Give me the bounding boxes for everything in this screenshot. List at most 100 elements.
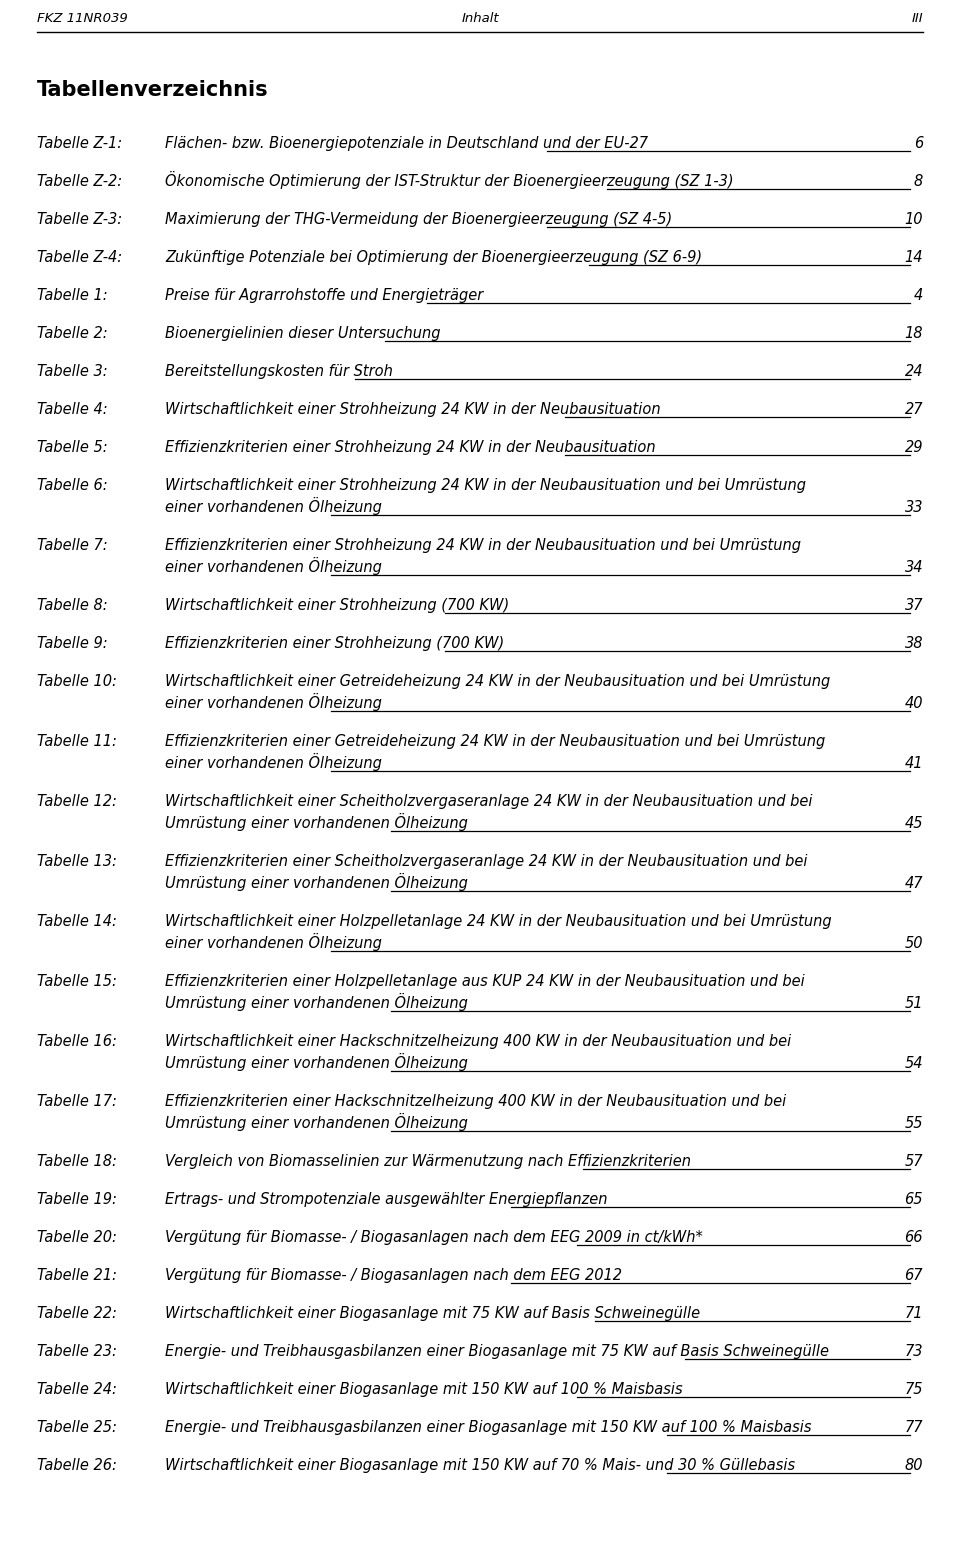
- Text: einer vorhandenen Ölheizung: einer vorhandenen Ölheizung: [165, 753, 382, 770]
- Text: Umrüstung einer vorhandenen Ölheizung: Umrüstung einer vorhandenen Ölheizung: [165, 812, 468, 831]
- Text: 57: 57: [904, 1154, 923, 1169]
- Text: Tabelle 6:: Tabelle 6:: [37, 478, 108, 492]
- Text: 66: 66: [904, 1230, 923, 1246]
- Text: Preise für Agrarrohstoffe und Energieträger: Preise für Agrarrohstoffe und Energieträ…: [165, 287, 483, 303]
- Text: Ertrags- und Strompotenziale ausgewählter Energiepflanzen: Ertrags- und Strompotenziale ausgewählte…: [165, 1193, 608, 1207]
- Text: Tabelle 2:: Tabelle 2:: [37, 326, 108, 342]
- Text: Tabelle Z-3:: Tabelle Z-3:: [37, 213, 122, 227]
- Text: Tabelle 10:: Tabelle 10:: [37, 674, 117, 690]
- Text: Maximierung der THG-Vermeidung der Bioenergieerzeugung (SZ 4-5): Maximierung der THG-Vermeidung der Bioen…: [165, 213, 672, 227]
- Text: 77: 77: [904, 1419, 923, 1435]
- Text: 67: 67: [904, 1267, 923, 1283]
- Text: 50: 50: [904, 936, 923, 950]
- Text: Tabelle 8:: Tabelle 8:: [37, 598, 108, 613]
- Text: Vergleich von Biomasselinien zur Wärmenutzung nach Effizienzkriterien: Vergleich von Biomasselinien zur Wärmenu…: [165, 1154, 691, 1169]
- Text: Wirtschaftlichkeit einer Strohheizung 24 KW in der Neubausituation: Wirtschaftlichkeit einer Strohheizung 24…: [165, 402, 660, 418]
- Text: 34: 34: [904, 561, 923, 575]
- Text: Tabelle 9:: Tabelle 9:: [37, 637, 108, 651]
- Text: Effizienzkriterien einer Strohheizung (700 KW): Effizienzkriterien einer Strohheizung (7…: [165, 637, 504, 651]
- Text: 27: 27: [904, 402, 923, 418]
- Text: III: III: [911, 11, 923, 25]
- Text: 8: 8: [914, 174, 923, 189]
- Text: Wirtschaftlichkeit einer Biogasanlage mit 150 KW auf 70 % Mais- und 30 % Gülleba: Wirtschaftlichkeit einer Biogasanlage mi…: [165, 1458, 795, 1472]
- Text: Effizienzkriterien einer Hackschnitzelheizung 400 KW in der Neubausituation und : Effizienzkriterien einer Hackschnitzelhe…: [165, 1093, 786, 1109]
- Text: Tabelle 22:: Tabelle 22:: [37, 1306, 117, 1322]
- Text: 37: 37: [904, 598, 923, 613]
- Text: Tabelle 17:: Tabelle 17:: [37, 1093, 117, 1109]
- Text: Effizienzkriterien einer Holzpelletanlage aus KUP 24 KW in der Neubausituation u: Effizienzkriterien einer Holzpelletanlag…: [165, 974, 804, 989]
- Text: 47: 47: [904, 876, 923, 891]
- Text: Tabelle 16:: Tabelle 16:: [37, 1034, 117, 1048]
- Text: einer vorhandenen Ölheizung: einer vorhandenen Ölheizung: [165, 558, 382, 575]
- Text: Tabellenverzeichnis: Tabellenverzeichnis: [37, 81, 269, 99]
- Text: einer vorhandenen Ölheizung: einer vorhandenen Ölheizung: [165, 693, 382, 711]
- Text: Tabelle 4:: Tabelle 4:: [37, 402, 108, 418]
- Text: 65: 65: [904, 1193, 923, 1207]
- Text: Wirtschaftlichkeit einer Biogasanlage mit 75 KW auf Basis Schweinegülle: Wirtschaftlichkeit einer Biogasanlage mi…: [165, 1306, 700, 1322]
- Text: Wirtschaftlichkeit einer Holzpelletanlage 24 KW in der Neubausituation und bei U: Wirtschaftlichkeit einer Holzpelletanlag…: [165, 915, 831, 929]
- Text: einer vorhandenen Ölheizung: einer vorhandenen Ölheizung: [165, 933, 382, 950]
- Text: Tabelle 3:: Tabelle 3:: [37, 363, 108, 379]
- Text: 41: 41: [904, 756, 923, 770]
- Text: Umrüstung einer vorhandenen Ölheizung: Umrüstung einer vorhandenen Ölheizung: [165, 1053, 468, 1072]
- Text: Wirtschaftlichkeit einer Scheitholzvergaseranlage 24 KW in der Neubausituation u: Wirtschaftlichkeit einer Scheitholzverga…: [165, 794, 812, 809]
- Text: 18: 18: [904, 326, 923, 342]
- Text: Vergütung für Biomasse- / Biogasanlagen nach dem EEG 2012: Vergütung für Biomasse- / Biogasanlagen …: [165, 1267, 622, 1283]
- Text: Umrüstung einer vorhandenen Ölheizung: Umrüstung einer vorhandenen Ölheizung: [165, 873, 468, 891]
- Text: Tabelle 21:: Tabelle 21:: [37, 1267, 117, 1283]
- Text: Umrüstung einer vorhandenen Ölheizung: Umrüstung einer vorhandenen Ölheizung: [165, 1114, 468, 1131]
- Text: Wirtschaftlichkeit einer Strohheizung 24 KW in der Neubausituation und bei Umrüs: Wirtschaftlichkeit einer Strohheizung 24…: [165, 478, 806, 492]
- Text: Tabelle 14:: Tabelle 14:: [37, 915, 117, 929]
- Text: Tabelle 7:: Tabelle 7:: [37, 537, 108, 553]
- Text: Zukünftige Potenziale bei Optimierung der Bioenergieerzeugung (SZ 6-9): Zukünftige Potenziale bei Optimierung de…: [165, 250, 702, 266]
- Text: Energie- und Treibhausgasbilanzen einer Biogasanlage mit 75 KW auf Basis Schwein: Energie- und Treibhausgasbilanzen einer …: [165, 1343, 829, 1359]
- Text: Tabelle 12:: Tabelle 12:: [37, 794, 117, 809]
- Text: Tabelle 26:: Tabelle 26:: [37, 1458, 117, 1472]
- Text: Tabelle 18:: Tabelle 18:: [37, 1154, 117, 1169]
- Text: Bioenergielinien dieser Untersuchung: Bioenergielinien dieser Untersuchung: [165, 326, 441, 342]
- Text: Tabelle 23:: Tabelle 23:: [37, 1343, 117, 1359]
- Text: Tabelle 5:: Tabelle 5:: [37, 439, 108, 455]
- Text: Effizienzkriterien einer Strohheizung 24 KW in der Neubausituation: Effizienzkriterien einer Strohheizung 24…: [165, 439, 656, 455]
- Text: Effizienzkriterien einer Strohheizung 24 KW in der Neubausituation und bei Umrüs: Effizienzkriterien einer Strohheizung 24…: [165, 537, 801, 553]
- Text: 14: 14: [904, 250, 923, 266]
- Text: Tabelle 1:: Tabelle 1:: [37, 287, 108, 303]
- Text: Ökonomische Optimierung der IST-Struktur der Bioenergieerzeugung (SZ 1-3): Ökonomische Optimierung der IST-Struktur…: [165, 171, 733, 189]
- Text: Tabelle 20:: Tabelle 20:: [37, 1230, 117, 1246]
- Text: Tabelle Z-1:: Tabelle Z-1:: [37, 137, 122, 151]
- Text: Tabelle Z-2:: Tabelle Z-2:: [37, 174, 122, 189]
- Text: einer vorhandenen Ölheizung: einer vorhandenen Ölheizung: [165, 497, 382, 516]
- Text: Effizienzkriterien einer Scheitholzvergaseranlage 24 KW in der Neubausituation u: Effizienzkriterien einer Scheitholzverga…: [165, 854, 807, 870]
- Text: 75: 75: [904, 1382, 923, 1398]
- Text: Energie- und Treibhausgasbilanzen einer Biogasanlage mit 150 KW auf 100 % Maisba: Energie- und Treibhausgasbilanzen einer …: [165, 1419, 811, 1435]
- Text: 4: 4: [914, 287, 923, 303]
- Text: 71: 71: [904, 1306, 923, 1322]
- Text: Tabelle 19:: Tabelle 19:: [37, 1193, 117, 1207]
- Text: 51: 51: [904, 995, 923, 1011]
- Text: Tabelle 11:: Tabelle 11:: [37, 735, 117, 749]
- Text: Flächen- bzw. Bioenergiepotenziale in Deutschland und der EU-27: Flächen- bzw. Bioenergiepotenziale in De…: [165, 137, 648, 151]
- Text: 40: 40: [904, 696, 923, 711]
- Text: Wirtschaftlichkeit einer Biogasanlage mit 150 KW auf 100 % Maisbasis: Wirtschaftlichkeit einer Biogasanlage mi…: [165, 1382, 683, 1398]
- Text: Wirtschaftlichkeit einer Strohheizung (700 KW): Wirtschaftlichkeit einer Strohheizung (7…: [165, 598, 509, 613]
- Text: Tabelle Z-4:: Tabelle Z-4:: [37, 250, 122, 266]
- Text: Tabelle 15:: Tabelle 15:: [37, 974, 117, 989]
- Text: 55: 55: [904, 1117, 923, 1131]
- Text: Tabelle 25:: Tabelle 25:: [37, 1419, 117, 1435]
- Text: 24: 24: [904, 363, 923, 379]
- Text: Inhalt: Inhalt: [461, 11, 499, 25]
- Text: 73: 73: [904, 1343, 923, 1359]
- Text: Vergütung für Biomasse- / Biogasanlagen nach dem EEG 2009 in ct/kWh*: Vergütung für Biomasse- / Biogasanlagen …: [165, 1230, 703, 1246]
- Text: 80: 80: [904, 1458, 923, 1472]
- Text: Tabelle 24:: Tabelle 24:: [37, 1382, 117, 1398]
- Text: FKZ 11NR039: FKZ 11NR039: [37, 11, 128, 25]
- Text: 38: 38: [904, 637, 923, 651]
- Text: 10: 10: [904, 213, 923, 227]
- Text: Bereitstellungskosten für Stroh: Bereitstellungskosten für Stroh: [165, 363, 393, 379]
- Text: Umrüstung einer vorhandenen Ölheizung: Umrüstung einer vorhandenen Ölheizung: [165, 992, 468, 1011]
- Text: Wirtschaftlichkeit einer Getreideheizung 24 KW in der Neubausituation und bei Um: Wirtschaftlichkeit einer Getreideheizung…: [165, 674, 830, 690]
- Text: Effizienzkriterien einer Getreideheizung 24 KW in der Neubausituation und bei Um: Effizienzkriterien einer Getreideheizung…: [165, 735, 826, 749]
- Text: 29: 29: [904, 439, 923, 455]
- Text: 6: 6: [914, 137, 923, 151]
- Text: 45: 45: [904, 815, 923, 831]
